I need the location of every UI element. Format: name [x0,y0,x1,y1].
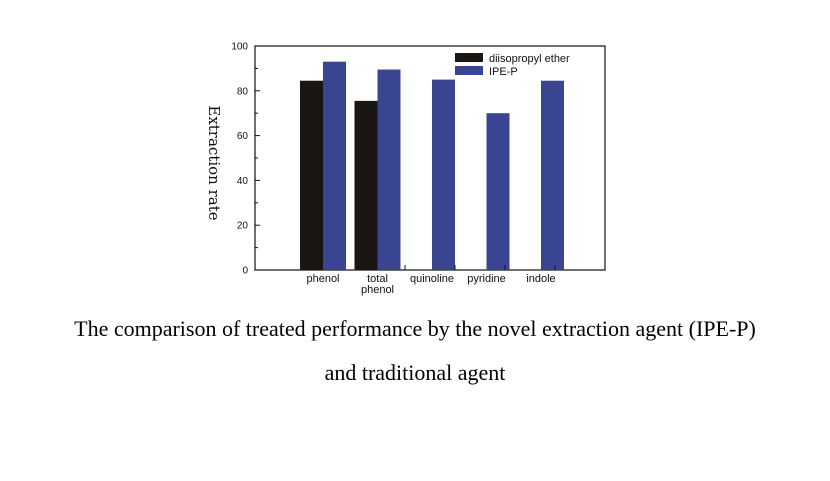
bar-ipe-p [377,69,401,271]
bar-ipe-p [486,113,510,270]
bars [300,61,564,271]
y-tick-label: 80 [237,86,249,97]
legend-label-diisopropyl-ether: diisopropyl ether [489,53,570,65]
y-tick-label: 0 [242,266,248,277]
y-tick-label: 40 [237,176,249,187]
y-tick-label: 100 [231,42,248,53]
y-axis-label: Extraction rate [205,105,223,220]
figure-caption-line-1: The comparison of treated performance by… [74,316,756,341]
x-category-label: phenol [306,273,339,285]
bar-diisopropyl-ether [354,100,378,270]
x-category-label: quinoline [410,273,454,285]
y-tick-label: 20 [237,221,249,232]
x-axis-ticks: phenol total phenol quinoline pyridine indole [254,265,606,296]
y-axis-ticks: 0 20 40 60 80 100 [231,42,260,277]
figure-caption-line-2: and traditional agent [324,360,506,385]
legend: diisopropyl ether IPE-P [455,53,570,78]
bar-ipe-p [323,61,346,271]
legend-swatch-diisopropyl-ether [455,53,483,62]
legend-label-ipe-p: IPE-P [489,66,518,78]
x-category-label: indole [526,273,555,285]
bar-ipe-p [541,80,564,270]
y-tick-label: 60 [237,131,249,142]
bar-ipe-p [432,79,455,270]
x-category-label: pyridine [467,273,506,285]
legend-swatch-ipe-p [455,66,483,75]
bar-diisopropyl-ether [300,80,323,270]
x-category-label: total phenol [361,273,394,296]
